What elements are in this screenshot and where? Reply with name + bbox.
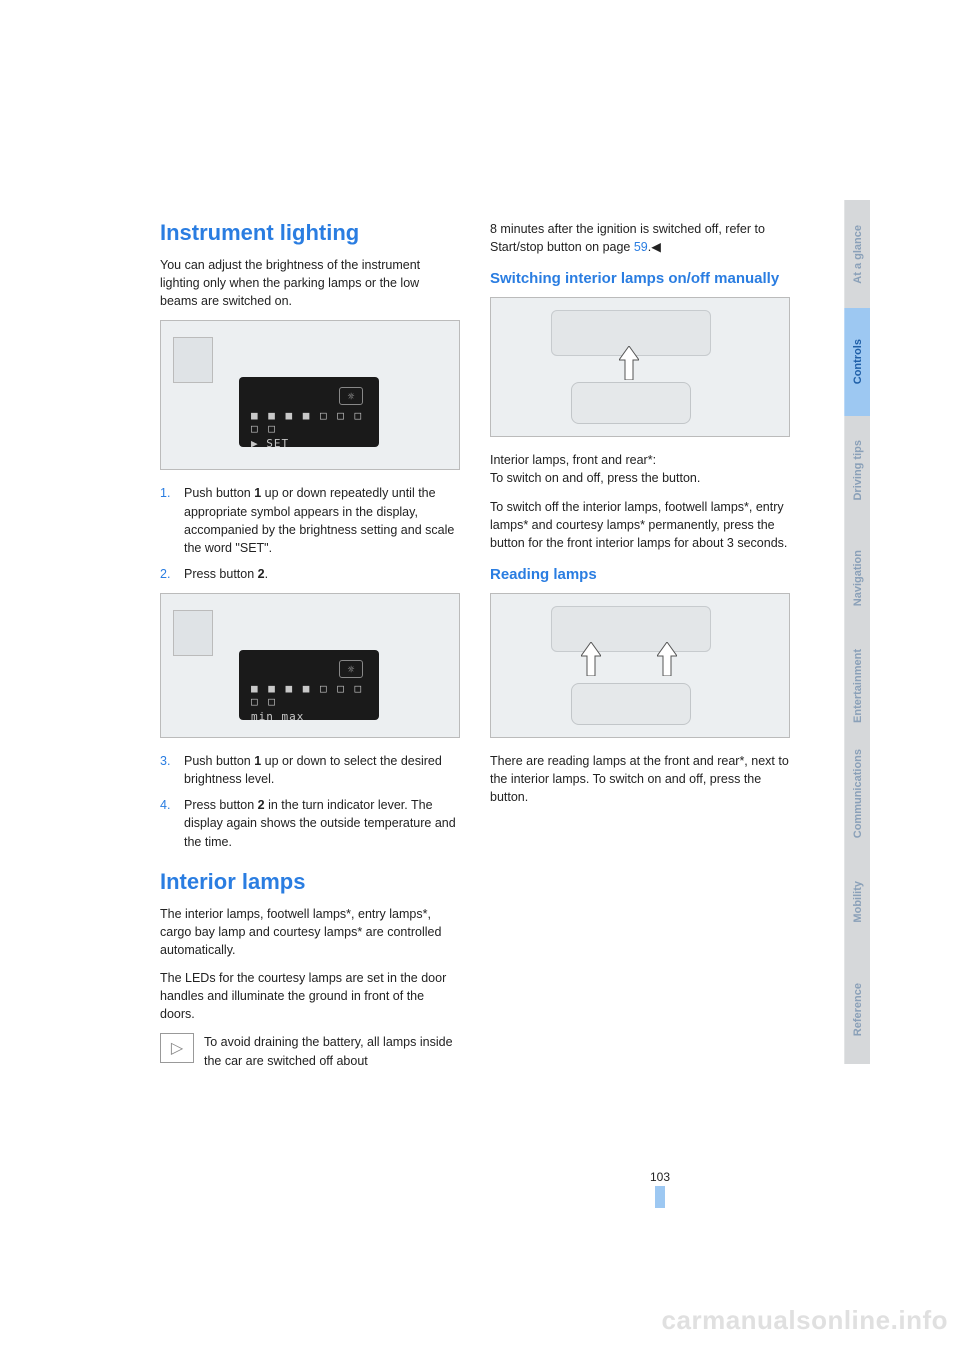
step-text: Press button 2 in the turn indicator lev… xyxy=(184,796,460,850)
display-set-label: ▶ SET xyxy=(251,437,367,450)
step-item: 4. Press button 2 in the turn indicator … xyxy=(160,796,460,850)
section-tab[interactable]: At a glance xyxy=(844,200,870,308)
content-columns: Instrument lighting You can adjust the b… xyxy=(160,220,780,1070)
display-minmax: ☼ ■ ■ ■ ■ □ □ □ □ □ min max xyxy=(239,650,379,720)
step-item: 2. Press button 2. xyxy=(160,565,460,583)
section-tab-label: Communications xyxy=(852,749,864,838)
right-column: 8 minutes after the ignition is switched… xyxy=(490,220,790,1070)
section-tab-label: Driving tips xyxy=(852,440,864,501)
section-tab[interactable]: Mobility xyxy=(844,848,870,956)
heading-switching-manual: Switching interior lamps on/off manually xyxy=(490,270,790,287)
note-text: To avoid draining the battery, all lamps… xyxy=(204,1033,460,1069)
note-icon: ▷ xyxy=(160,1033,194,1063)
reading-lamps-p: There are reading lamps at the front and… xyxy=(490,752,790,806)
up-arrow-icon xyxy=(581,642,601,676)
step-item: 3. Push button 1 up or down to select th… xyxy=(160,752,460,788)
section-tab[interactable]: Controls xyxy=(844,308,870,416)
up-arrow-icon xyxy=(619,346,639,380)
section-tab-label: Mobility xyxy=(852,881,864,923)
manual-page: Instrument lighting You can adjust the b… xyxy=(0,0,960,1358)
heading-interior-lamps: Interior lamps xyxy=(160,869,460,895)
interior-lamps-p1: The interior lamps, footwell lamps*, ent… xyxy=(160,905,460,959)
step-number: 4. xyxy=(160,796,174,850)
step-text: Press button 2. xyxy=(184,565,460,583)
intro-paragraph: You can adjust the brightness of the ins… xyxy=(160,256,460,310)
section-tabs: At a glance Controls Driving tips Navigatio… xyxy=(844,200,870,1064)
note-cont-text: 8 minutes after the ignition is switched… xyxy=(490,222,765,254)
figure-brightness-minmax: ☼ ■ ■ ■ ■ □ □ □ □ □ min max xyxy=(160,593,460,738)
heading-instrument-lighting: Instrument lighting xyxy=(160,220,460,246)
section-tab[interactable]: Navigation xyxy=(844,524,870,632)
step-text: Push button 1 up or down to select the d… xyxy=(184,752,460,788)
display-set: ☼ ■ ■ ■ ■ □ □ □ □ □ ▶ SET xyxy=(239,377,379,447)
section-tab[interactable]: Communications xyxy=(844,740,870,848)
step-item: 1. Push button 1 up or down repeatedly u… xyxy=(160,484,460,557)
left-column: Instrument lighting You can adjust the b… xyxy=(160,220,460,1070)
section-tab-label: Entertainment xyxy=(852,649,864,723)
page-number: 103 xyxy=(650,1170,670,1208)
display-scale: ■ ■ ■ ■ □ □ □ □ □ xyxy=(251,409,367,435)
heading-reading-lamps: Reading lamps xyxy=(490,566,790,583)
up-arrow-icon xyxy=(657,642,677,676)
section-tab[interactable]: Reference xyxy=(844,956,870,1064)
watermark: carmanualsonline.info xyxy=(662,1305,948,1336)
display-scale: ■ ■ ■ ■ □ □ □ □ □ xyxy=(251,682,367,708)
step-text: Push button 1 up or down repeatedly unti… xyxy=(184,484,460,557)
section-tab[interactable]: Driving tips xyxy=(844,416,870,524)
section-tab-label: Navigation xyxy=(852,550,864,606)
section-tab-label: Reference xyxy=(852,983,864,1036)
display-minmax-label: min max xyxy=(251,710,367,723)
steps-group-b: 3. Push button 1 up or down to select th… xyxy=(160,752,460,851)
figure-interior-lamps xyxy=(490,297,790,437)
note-continuation: 8 minutes after the ignition is switched… xyxy=(490,220,790,256)
step-number: 1. xyxy=(160,484,174,557)
brightness-icon: ☼ xyxy=(339,387,363,405)
figure-brightness-set: ☼ ■ ■ ■ ■ □ □ □ □ □ ▶ SET xyxy=(160,320,460,470)
page-number-value: 103 xyxy=(650,1170,670,1184)
figure-reading-lamps xyxy=(490,593,790,738)
interior-lamps-p2: The LEDs for the courtesy lamps are set … xyxy=(160,969,460,1023)
battery-note: ▷ To avoid draining the battery, all lam… xyxy=(160,1033,460,1069)
switch-p1: Interior lamps, front and rear*: To swit… xyxy=(490,451,790,487)
step-number: 3. xyxy=(160,752,174,788)
switch-p2: To switch off the interior lamps, footwe… xyxy=(490,498,790,552)
section-tab-label: Controls xyxy=(852,339,864,384)
steps-group-a: 1. Push button 1 up or down repeatedly u… xyxy=(160,484,460,583)
section-tab[interactable]: Entertainment xyxy=(844,632,870,740)
brightness-icon: ☼ xyxy=(339,660,363,678)
step-number: 2. xyxy=(160,565,174,583)
note-end-marker: .◀ xyxy=(648,240,661,254)
section-tab-label: At a glance xyxy=(852,225,864,284)
page-number-bar xyxy=(655,1186,665,1208)
page-link-59[interactable]: 59 xyxy=(634,240,648,254)
